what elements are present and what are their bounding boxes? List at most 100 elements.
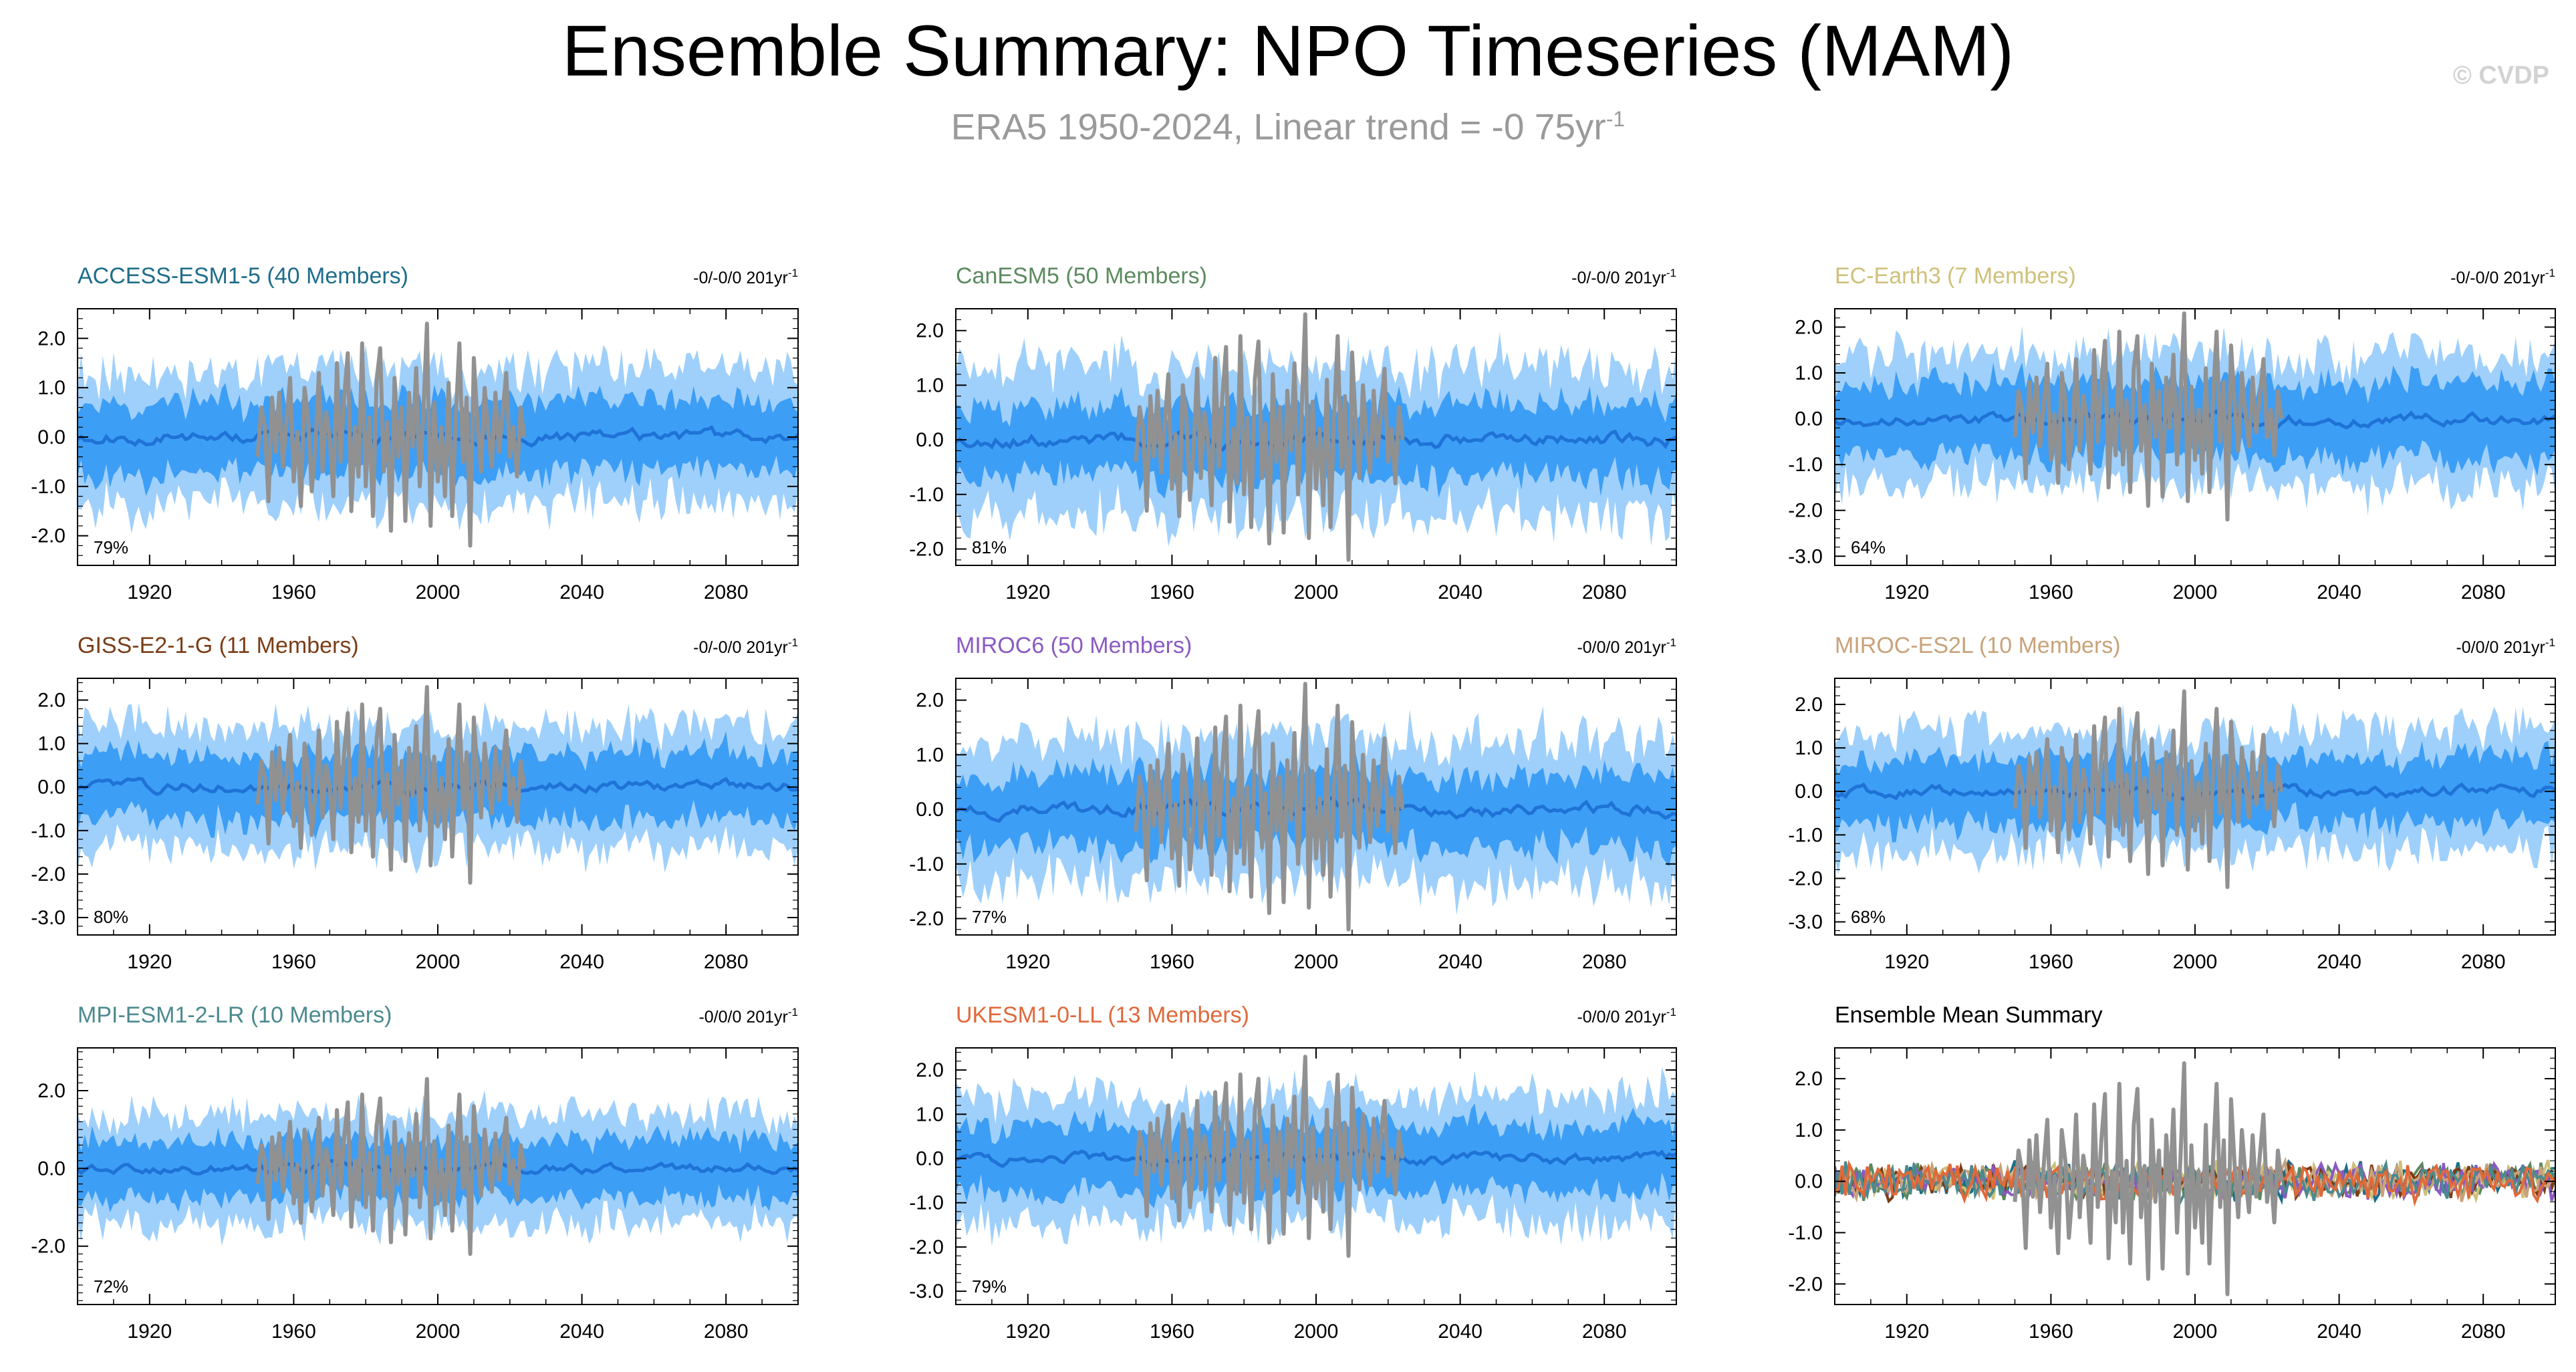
x-tick-label: 1920 <box>127 1321 172 1343</box>
x-tick-label: 2040 <box>2317 951 2361 973</box>
pattern-correlation-label: 72% <box>94 1276 128 1296</box>
x-tick-label: 1920 <box>1884 951 1929 973</box>
x-tick-label: 1920 <box>1884 581 1929 603</box>
x-tick-label: 2000 <box>416 1321 461 1343</box>
x-tick-label: 1960 <box>1150 1321 1194 1343</box>
plot-area <box>956 312 1676 562</box>
y-tick-label: 1.0 <box>1795 737 1823 759</box>
y-tick-label: 2.0 <box>1795 694 1823 716</box>
panel-title: Ensemble Mean Summary <box>1835 1002 2103 1028</box>
panel-3: EC-Earth3 (7 Members) -0/-0/0 201yr-1 1920… <box>1788 263 2556 603</box>
figure-title: Ensemble Summary: NPO Timeseries (MAM) <box>561 10 2015 91</box>
plot-area <box>956 1055 1676 1258</box>
y-tick-label: -3.0 <box>31 907 66 929</box>
panel-8: UKESM1-0-LL (13 Members) -0/0/0 201yr-1 19… <box>909 1002 1677 1343</box>
y-tick-label: 1.0 <box>37 733 66 755</box>
panel-trend: -0/-0/0 201yr-1 <box>693 267 798 287</box>
pattern-correlation-label: 79% <box>972 1276 1007 1296</box>
panel-trend: -0/0/0 201yr-1 <box>1577 636 1676 657</box>
cvdp-watermark: © CVDP <box>2452 61 2549 90</box>
panel-title: GISS-E2-1-G (11 Members) <box>78 633 359 658</box>
subtitle-superscript: -1 <box>1605 107 1626 131</box>
figure-subtitle: ERA5 1950-2024, Linear trend = -0 75yr-1 <box>0 95 2576 150</box>
panel-2: CanESM5 (50 Members) -0/-0/0 201yr-1 1920 1… <box>909 263 1677 603</box>
y-tick-label: 2.0 <box>37 690 66 712</box>
plot-area <box>1835 1061 2555 1296</box>
x-tick-label: 2000 <box>1294 1321 1339 1343</box>
y-tick-label: -1.0 <box>31 476 66 498</box>
y-tick-label: 0.0 <box>37 777 66 799</box>
panel-trend: -0/0/0 201yr-1 <box>1577 1006 1676 1026</box>
plot-area <box>78 685 798 885</box>
x-tick-label: 2080 <box>2461 951 2506 973</box>
x-tick-label: 2040 <box>559 951 604 973</box>
y-tick-label: 1.0 <box>37 377 66 399</box>
x-tick-label: 2080 <box>704 1321 749 1343</box>
ensemble-mean-line <box>78 425 798 448</box>
panel-9: Ensemble Mean Summary 1920 1960 2000 2040 208… <box>1788 1002 2556 1343</box>
x-tick-label: 1960 <box>2029 1321 2073 1343</box>
panel-1: ACCESS-ESM1-5 (40 Members) -0/-0/0 201yr-… <box>31 263 799 603</box>
panel-6: MIROC-ES2L (10 Members) -0/0/0 201yr-1 192… <box>1788 633 2556 973</box>
x-tick-label: 1960 <box>1150 581 1194 603</box>
y-tick-label: 0.0 <box>1795 781 1823 803</box>
x-tick-label: 1960 <box>1150 951 1194 973</box>
y-tick-label: -2.0 <box>1788 867 1823 889</box>
observations-line <box>2013 689 2284 889</box>
x-tick-label: 1920 <box>1005 1321 1050 1343</box>
pattern-correlation-label: 80% <box>94 907 128 927</box>
panel-title: EC-Earth3 (7 Members) <box>1835 263 2076 289</box>
subtitle-text: ERA5 1950-2024, Linear trend = -0 75yr <box>950 106 1606 148</box>
plot-area <box>1835 689 2555 889</box>
x-tick-label: 2040 <box>2317 1321 2361 1343</box>
inner-spread-band <box>1835 740 2555 843</box>
x-tick-label: 1960 <box>2029 581 2073 603</box>
y-tick-label: -1.0 <box>1788 824 1823 846</box>
y-tick-label: -1.0 <box>1788 454 1823 476</box>
x-tick-label: 2000 <box>416 581 461 603</box>
observations-line <box>1134 682 1405 932</box>
y-tick-label: -2.0 <box>31 525 66 547</box>
pattern-correlation-label: 77% <box>972 907 1007 927</box>
x-tick-label: 2080 <box>1582 951 1627 973</box>
y-tick-label: -1.0 <box>31 820 66 842</box>
y-tick-label: 0.0 <box>916 1148 944 1170</box>
x-tick-label: 2040 <box>1438 951 1483 973</box>
x-tick-label: 1920 <box>1884 1321 1929 1343</box>
y-tick-label: 2.0 <box>1795 1068 1823 1090</box>
y-tick-label: -2.0 <box>1788 1273 1823 1295</box>
x-tick-label: 2080 <box>1582 581 1627 603</box>
plot-area <box>956 682 1676 932</box>
pattern-correlation-label: 64% <box>1851 537 1886 557</box>
ensemble-mean-line <box>956 796 1676 823</box>
y-tick-label: 2.0 <box>916 320 944 342</box>
x-tick-label: 2000 <box>1294 951 1339 973</box>
x-tick-label: 1960 <box>271 951 316 973</box>
y-tick-label: -2.0 <box>31 863 66 885</box>
panel-title: MIROC-ES2L (10 Members) <box>1835 633 2121 658</box>
x-tick-label: 1920 <box>1005 951 1050 973</box>
y-tick-label: -2.0 <box>909 908 944 930</box>
y-tick-label: 2.0 <box>916 1059 944 1081</box>
x-tick-label: 2080 <box>1582 1321 1627 1343</box>
inner-spread-band <box>78 731 798 840</box>
y-tick-label: 1.0 <box>916 744 944 766</box>
y-tick-label: -2.0 <box>909 1236 944 1258</box>
panel-title: MIROC6 (50 Members) <box>956 633 1192 658</box>
x-tick-label: 2080 <box>704 951 749 973</box>
x-tick-label: 2080 <box>2461 1321 2506 1343</box>
ensemble-mean-line <box>956 429 1676 452</box>
panel-5: MIROC6 (50 Members) -0/0/0 201yr-1 1920 196… <box>909 633 1677 973</box>
ensemble-mean-line <box>956 1148 1676 1168</box>
y-tick-label: -3.0 <box>1788 545 1823 567</box>
observations-line <box>255 685 527 885</box>
x-tick-label: 1920 <box>127 581 172 603</box>
panel-4: GISS-E2-1-G (11 Members) -0/-0/0 201yr-1 1… <box>31 633 799 973</box>
panel-7: MPI-ESM1-2-LR (10 Members) -0/0/0 201yr-1… <box>31 1002 799 1343</box>
y-tick-label: -3.0 <box>1788 911 1823 933</box>
x-tick-label: 2040 <box>2317 581 2361 603</box>
plot-area <box>78 321 798 548</box>
x-tick-label: 1920 <box>127 951 172 973</box>
pattern-correlation-label: 79% <box>94 537 128 557</box>
x-tick-label: 2000 <box>416 951 461 973</box>
